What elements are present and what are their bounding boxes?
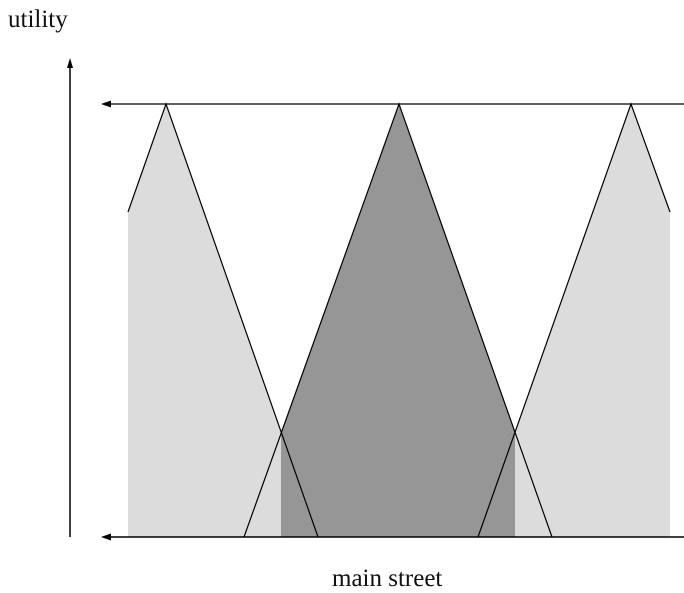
y-axis-label: utility — [8, 6, 68, 33]
left-store-region — [128, 104, 281, 537]
top-line-arrowhead — [101, 100, 111, 108]
center-store-region — [281, 104, 515, 537]
street-line-arrowhead — [101, 533, 111, 541]
right-store-region — [515, 104, 670, 537]
x-axis-label: main street — [332, 565, 443, 592]
y-axis-arrowhead — [67, 58, 73, 68]
